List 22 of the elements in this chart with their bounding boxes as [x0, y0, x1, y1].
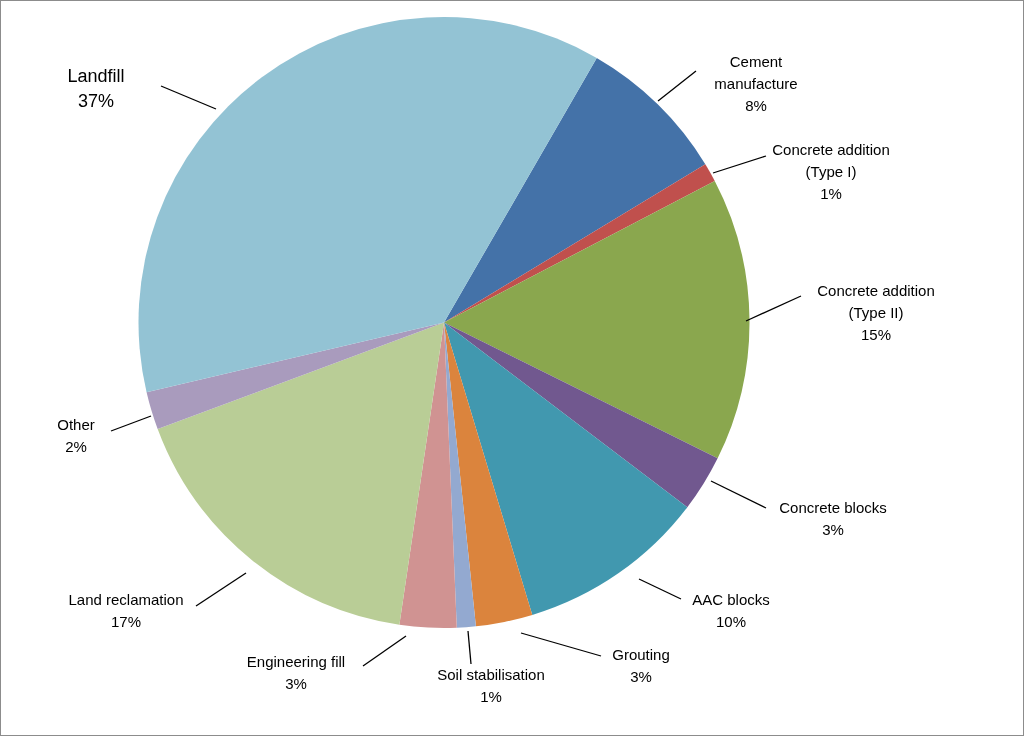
- data-label: 10%: [715, 612, 747, 630]
- slice-label: Land reclamation: [68, 590, 184, 608]
- data-label: 15%: [860, 325, 892, 343]
- slice-label: Soil stabilisation: [437, 665, 545, 683]
- slice-label: Grouting: [612, 645, 670, 663]
- data-label: 8%: [745, 96, 767, 114]
- data-label: 3%: [285, 674, 307, 692]
- data-label: 1%: [820, 184, 842, 202]
- data-label: 37%: [77, 90, 115, 111]
- data-label: 17%: [110, 612, 142, 630]
- slice-label: Cement manufacture: [714, 52, 798, 92]
- data-label: 3%: [630, 667, 652, 685]
- data-label: 2%: [65, 437, 87, 455]
- slice-label: Engineering fill: [246, 652, 346, 670]
- slice-label: Other: [57, 415, 95, 433]
- slice-label: AAC blocks: [692, 590, 770, 608]
- slice-label: Landfill: [67, 65, 125, 86]
- slice-label: Concrete addition (Type I): [772, 140, 890, 180]
- data-label: 1%: [480, 687, 502, 705]
- slice-label: Concrete addition (Type II): [817, 281, 935, 321]
- data-label: 3%: [822, 520, 844, 538]
- slice-label: Concrete blocks: [779, 498, 887, 516]
